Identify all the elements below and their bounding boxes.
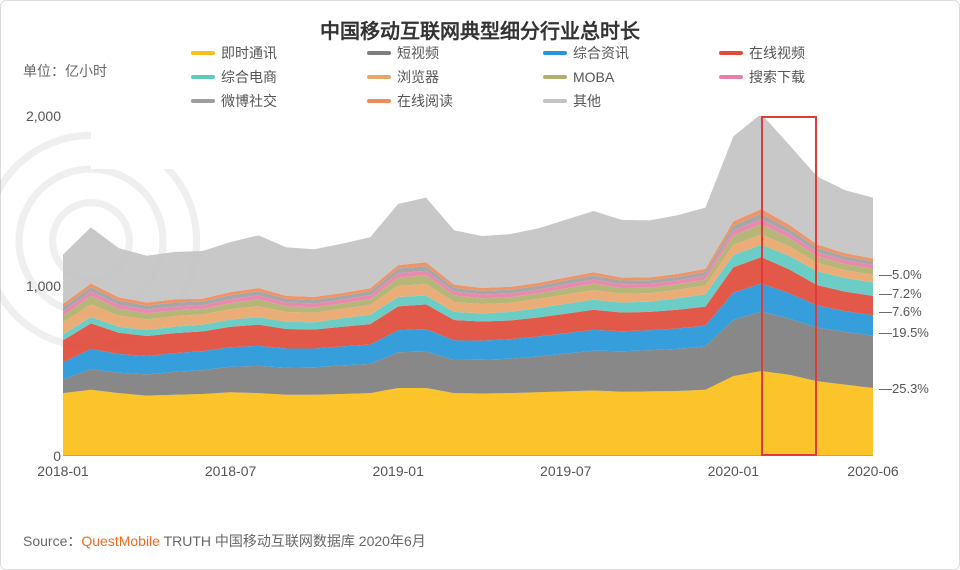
legend-item-reading: 在线阅读 (367, 91, 537, 111)
source-brand: QuestMobile (81, 533, 160, 549)
percent-annotation: —7.2% (879, 286, 922, 301)
legend-swatch (191, 75, 215, 79)
legend-swatch (543, 51, 567, 55)
legend-item-onlinevideo: 在线视频 (719, 43, 889, 63)
legend-item-im: 即时通讯 (191, 43, 361, 63)
legend-item-weibo: 微博社交 (191, 91, 361, 111)
legend-label: 在线阅读 (397, 91, 453, 111)
percent-annotation: —5.0% (879, 267, 922, 282)
percent-annotation: —7.6% (879, 304, 922, 319)
legend-label: MOBA (573, 69, 614, 85)
legend-swatch (543, 99, 567, 103)
legend-item-search: 搜索下载 (719, 67, 889, 87)
source-rest: TRUTH 中国移动互联网数据库 2020年6月 (160, 533, 426, 549)
chart-title: 中国移动互联网典型细分行业总时长 (1, 1, 959, 44)
legend-swatch (367, 51, 391, 55)
percent-annotation: —19.5% (879, 325, 929, 340)
stacked-area-plot (63, 116, 873, 456)
source-line: Source：QuestMobile TRUTH 中国移动互联网数据库 2020… (23, 531, 426, 551)
x-tick-label: 2018-01 (37, 463, 88, 479)
legend-label: 综合资讯 (573, 43, 629, 63)
legend-label: 其他 (573, 91, 601, 111)
legend-label: 浏览器 (397, 67, 439, 87)
legend-label: 搜索下载 (749, 67, 805, 87)
chart-container: 中国移动互联网典型细分行业总时长 单位：亿小时 即时通讯 短视频 综合资讯 在线视频综… (0, 0, 960, 570)
y-tick-label: 2,000 (19, 108, 61, 124)
legend-label: 在线视频 (749, 43, 805, 63)
x-tick-label: 2020-01 (708, 463, 759, 479)
legend-item-moba: MOBA (543, 67, 713, 87)
x-tick-label: 2019-01 (372, 463, 423, 479)
legend-swatch (543, 75, 567, 79)
y-tick-label: 0 (19, 448, 61, 464)
legend-label: 综合电商 (221, 67, 277, 87)
legend-label: 即时通讯 (221, 43, 277, 63)
legend-label: 微博社交 (221, 91, 277, 111)
percent-annotation: —25.3% (879, 381, 929, 396)
legend-swatch (191, 51, 215, 55)
legend-item-browser: 浏览器 (367, 67, 537, 87)
y-tick-label: 1,000 (19, 278, 61, 294)
legend-item-news: 综合资讯 (543, 43, 713, 63)
x-tick-label: 2020-06 (847, 463, 898, 479)
x-tick-label: 2018-07 (205, 463, 256, 479)
legend-label: 短视频 (397, 43, 439, 63)
legend-item-ecommerce: 综合电商 (191, 67, 361, 87)
source-prefix: Source： (23, 533, 81, 549)
legend-swatch (719, 75, 743, 79)
legend-swatch (191, 99, 215, 103)
unit-label: 单位：亿小时 (23, 61, 107, 81)
x-tick-label: 2019-07 (540, 463, 591, 479)
legend: 即时通讯 短视频 综合资讯 在线视频综合电商 浏览器 MOBA 搜索下载微博社交 在线阅读 其他 (191, 43, 919, 111)
legend-item-shortvideo: 短视频 (367, 43, 537, 63)
legend-swatch (719, 51, 743, 55)
legend-swatch (367, 99, 391, 103)
legend-item-other: 其他 (543, 91, 713, 111)
legend-swatch (367, 75, 391, 79)
